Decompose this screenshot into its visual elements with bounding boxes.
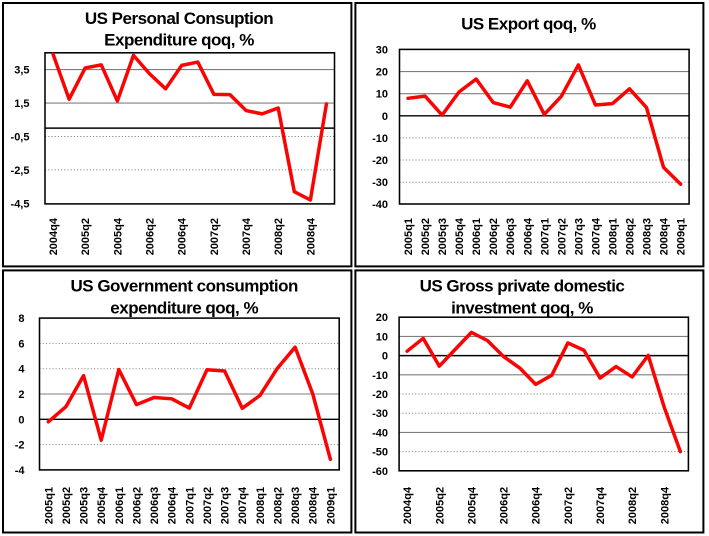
svg-text:8: 8 — [18, 313, 24, 325]
svg-text:2006q1: 2006q1 — [471, 218, 483, 255]
svg-text:2008q2: 2008q2 — [273, 218, 285, 255]
svg-text:-50: -50 — [372, 447, 388, 459]
svg-text:2007q2: 2007q2 — [209, 218, 221, 255]
svg-text:2005q2: 2005q2 — [420, 218, 432, 255]
svg-text:2007q3: 2007q3 — [220, 487, 232, 524]
svg-text:10: 10 — [376, 331, 388, 343]
svg-text:2008q3: 2008q3 — [290, 487, 302, 524]
svg-text:2004q4: 2004q4 — [48, 217, 60, 255]
svg-text:2: 2 — [18, 389, 24, 401]
svg-text:0: 0 — [18, 414, 24, 426]
svg-text:-2,5: -2,5 — [11, 165, 30, 177]
svg-text:2008q4: 2008q4 — [659, 486, 671, 524]
svg-text:2008q4: 2008q4 — [305, 217, 317, 255]
svg-text:-0,5: -0,5 — [11, 131, 30, 143]
svg-text:US Personal Consuption: US Personal Consuption — [85, 9, 273, 28]
svg-text:2007q2: 2007q2 — [202, 487, 214, 524]
svg-text:20: 20 — [376, 67, 388, 79]
svg-text:2007q4: 2007q4 — [237, 486, 249, 524]
svg-text:2006q2: 2006q2 — [131, 487, 143, 524]
svg-text:2009q1: 2009q1 — [325, 487, 337, 524]
svg-text:-30: -30 — [372, 408, 388, 420]
svg-text:2008q2: 2008q2 — [627, 487, 639, 524]
svg-text:2004q4: 2004q4 — [402, 486, 414, 524]
svg-text:2008q2: 2008q2 — [624, 218, 636, 255]
svg-text:2007q3: 2007q3 — [573, 218, 585, 255]
svg-text:2005q2: 2005q2 — [80, 218, 92, 255]
svg-text:-60: -60 — [372, 466, 388, 478]
svg-text:2005q4: 2005q4 — [112, 217, 124, 255]
svg-text:2008q1: 2008q1 — [255, 487, 267, 524]
svg-text:Expenditure qoq, %: Expenditure qoq, % — [104, 31, 254, 50]
svg-text:-20: -20 — [372, 389, 388, 401]
svg-text:2005q4: 2005q4 — [466, 486, 478, 524]
svg-text:-20: -20 — [372, 155, 388, 167]
svg-text:-10: -10 — [372, 370, 388, 382]
svg-text:-4,5: -4,5 — [11, 198, 30, 210]
svg-text:2006q1: 2006q1 — [114, 487, 126, 524]
svg-text:2006q4: 2006q4 — [522, 217, 534, 255]
svg-text:2005q1: 2005q1 — [403, 218, 415, 255]
svg-text:2005q4: 2005q4 — [96, 486, 108, 524]
svg-text:2007q1: 2007q1 — [539, 218, 551, 255]
svg-text:2008q1: 2008q1 — [607, 218, 619, 255]
svg-text:10: 10 — [376, 89, 388, 101]
svg-text:2006q4: 2006q4 — [531, 486, 543, 524]
svg-text:2007q4: 2007q4 — [241, 217, 253, 255]
svg-text:1,5: 1,5 — [14, 98, 29, 110]
svg-text:2005q2: 2005q2 — [61, 487, 73, 524]
svg-text:2006q4: 2006q4 — [177, 217, 189, 255]
svg-text:-40: -40 — [372, 427, 388, 439]
svg-text:-2: -2 — [15, 440, 25, 452]
svg-text:0: 0 — [382, 111, 388, 123]
svg-text:2007q1: 2007q1 — [184, 487, 196, 524]
svg-text:30: 30 — [376, 44, 388, 56]
svg-text:-4: -4 — [15, 465, 26, 477]
svg-text:2006q3: 2006q3 — [149, 487, 161, 524]
svg-text:2008q2: 2008q2 — [273, 487, 285, 524]
svg-text:expenditure qoq, %: expenditure qoq, % — [110, 299, 258, 318]
svg-text:2006q2: 2006q2 — [488, 218, 500, 255]
svg-text:4: 4 — [18, 364, 25, 376]
svg-text:US Gross private domestic: US Gross private domestic — [420, 277, 625, 296]
svg-text:-10: -10 — [372, 133, 388, 145]
svg-text:2008q4: 2008q4 — [659, 217, 671, 255]
svg-text:2006q4: 2006q4 — [167, 486, 179, 524]
svg-text:-30: -30 — [372, 177, 388, 189]
svg-text:2009q1: 2009q1 — [676, 218, 688, 255]
svg-text:2005q1: 2005q1 — [43, 487, 55, 524]
svg-text:2006q2: 2006q2 — [145, 218, 157, 255]
svg-text:2007q4: 2007q4 — [595, 486, 607, 524]
svg-text:US Export qoq, %: US Export qoq, % — [461, 14, 596, 33]
svg-text:2005q3: 2005q3 — [79, 487, 91, 524]
svg-text:2008q4: 2008q4 — [308, 486, 320, 524]
svg-text:-40: -40 — [372, 199, 388, 211]
svg-text:US Government consumption: US Government consumption — [70, 277, 298, 296]
svg-text:2007q2: 2007q2 — [556, 218, 568, 255]
svg-text:investment qoq, %: investment qoq, % — [451, 299, 593, 318]
svg-text:2007q2: 2007q2 — [563, 487, 575, 524]
svg-text:2007q4: 2007q4 — [590, 217, 602, 255]
svg-text:2008q3: 2008q3 — [642, 218, 654, 255]
svg-text:2005q4: 2005q4 — [454, 217, 466, 255]
svg-text:20: 20 — [376, 312, 388, 324]
svg-text:2005q2: 2005q2 — [434, 487, 446, 524]
svg-text:6: 6 — [18, 338, 24, 350]
svg-text:3,5: 3,5 — [14, 65, 29, 77]
svg-text:0: 0 — [382, 351, 388, 363]
svg-text:2006q3: 2006q3 — [505, 218, 517, 255]
svg-text:2005q3: 2005q3 — [437, 218, 449, 255]
svg-text:2006q2: 2006q2 — [499, 487, 511, 524]
